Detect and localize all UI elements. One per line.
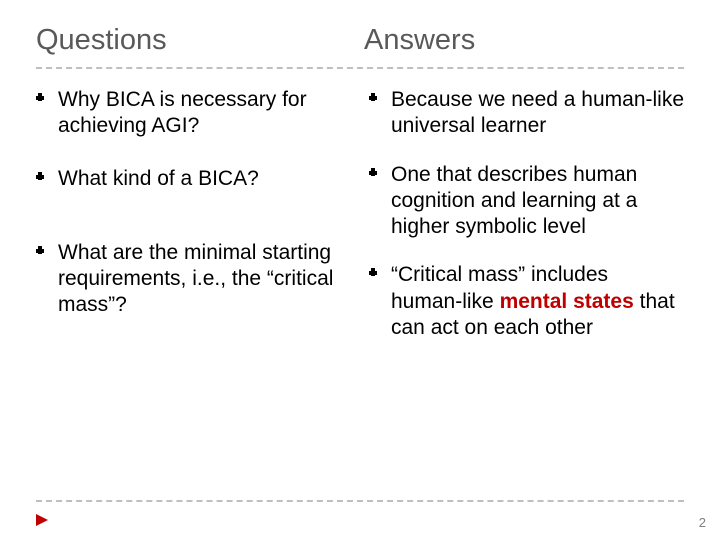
answer-pre: One that describes human cognition and l… <box>391 163 637 239</box>
bullet-icon <box>36 166 58 182</box>
questions-heading: Questions <box>36 24 356 57</box>
bullet-icon <box>36 87 58 103</box>
list-item: Because we need a human-like universal l… <box>369 87 684 140</box>
list-item: “Critical mass” includes human-like ment… <box>369 262 684 341</box>
question-text: Why BICA is necessary for achieving AGI? <box>58 87 351 140</box>
bullet-icon <box>369 87 391 103</box>
answers-column: Because we need a human-like universal l… <box>361 87 684 363</box>
list-item: What are the minimal starting requiremen… <box>36 240 351 319</box>
answer-text: Because we need a human-like universal l… <box>391 87 684 140</box>
list-item: One that describes human cognition and l… <box>369 162 684 241</box>
question-text: What are the minimal starting requiremen… <box>58 240 351 319</box>
question-text: What kind of a BICA? <box>58 166 351 192</box>
top-divider <box>36 67 684 69</box>
bullet-icon <box>369 262 391 278</box>
content-columns: Why BICA is necessary for achieving AGI?… <box>36 87 684 363</box>
footer-marker-icon <box>36 514 48 526</box>
questions-column: Why BICA is necessary for achieving AGI?… <box>36 87 361 363</box>
bullet-icon <box>369 162 391 178</box>
list-item: Why BICA is necessary for achieving AGI? <box>36 87 351 140</box>
answer-emph: mental states <box>500 290 634 313</box>
page-number: 2 <box>699 515 706 530</box>
answers-heading: Answers <box>356 24 684 57</box>
answer-pre: Because we need a human-like universal l… <box>391 88 684 137</box>
answer-text: One that describes human cognition and l… <box>391 162 684 241</box>
bullet-icon <box>36 240 58 256</box>
list-item: What kind of a BICA? <box>36 166 351 192</box>
bottom-divider <box>36 500 684 502</box>
answer-text: “Critical mass” includes human-like ment… <box>391 262 684 341</box>
